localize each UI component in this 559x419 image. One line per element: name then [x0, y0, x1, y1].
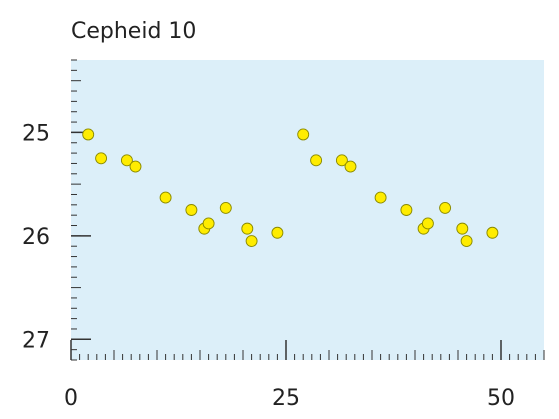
data-point: [310, 154, 323, 167]
data-point: [374, 191, 387, 204]
data-point: [219, 201, 232, 214]
y-tick-label: 25: [22, 121, 50, 146]
y-tick-label: 26: [22, 225, 50, 250]
x-tick-label: 25: [272, 386, 300, 411]
data-point: [335, 154, 348, 167]
data-points: [82, 128, 499, 247]
plot-area: [71, 60, 544, 360]
data-point: [460, 235, 473, 247]
x-tick-label: 50: [487, 386, 515, 411]
data-point: [421, 217, 434, 230]
data-point: [486, 226, 499, 239]
data-point: [344, 160, 357, 173]
data-point: [456, 222, 469, 235]
data-point: [245, 235, 258, 247]
data-point: [159, 191, 172, 204]
tick-labels: 0 25 50 25 26 27: [22, 121, 515, 411]
data-point: [120, 154, 133, 167]
y-tick-label: 27: [22, 328, 50, 353]
data-point: [297, 128, 310, 141]
x-tick-label: 0: [64, 386, 78, 411]
chart-title: Cepheid 10: [71, 19, 196, 44]
data-point: [400, 204, 413, 216]
data-point: [241, 222, 254, 235]
data-point: [82, 128, 95, 141]
data-point: [95, 152, 108, 165]
data-point: [129, 160, 142, 173]
data-point: [202, 217, 215, 230]
data-point: [439, 201, 452, 214]
data-point: [271, 226, 284, 239]
data-point: [185, 204, 198, 216]
